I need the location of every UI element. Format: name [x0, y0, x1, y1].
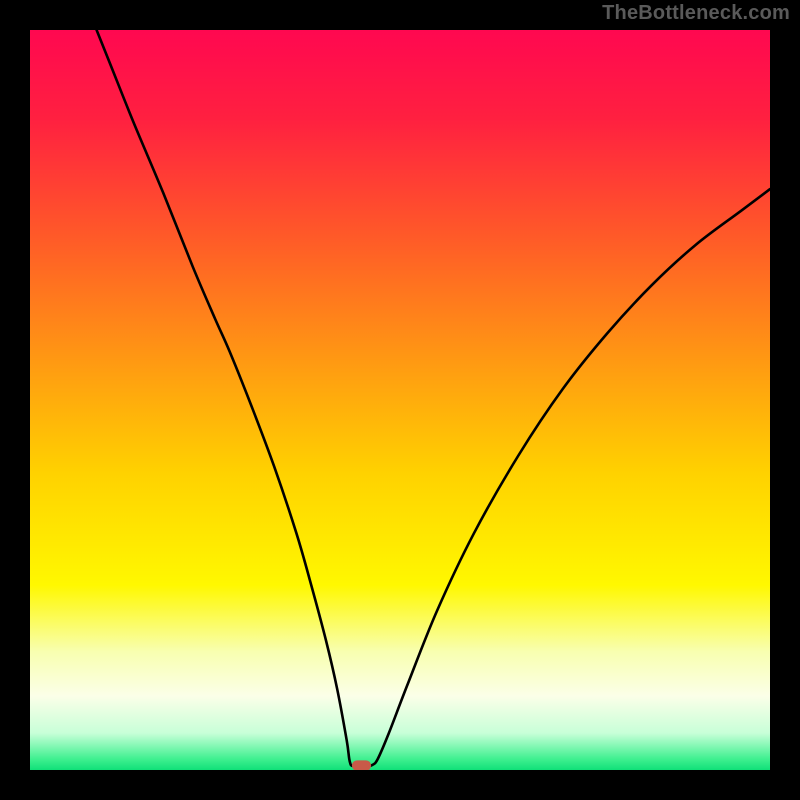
optimum-marker: [352, 760, 371, 770]
bottleneck-curve-plot: [30, 30, 770, 770]
watermark-text: TheBottleneck.com: [602, 2, 790, 25]
chart-container: TheBottleneck.com: [0, 0, 800, 800]
